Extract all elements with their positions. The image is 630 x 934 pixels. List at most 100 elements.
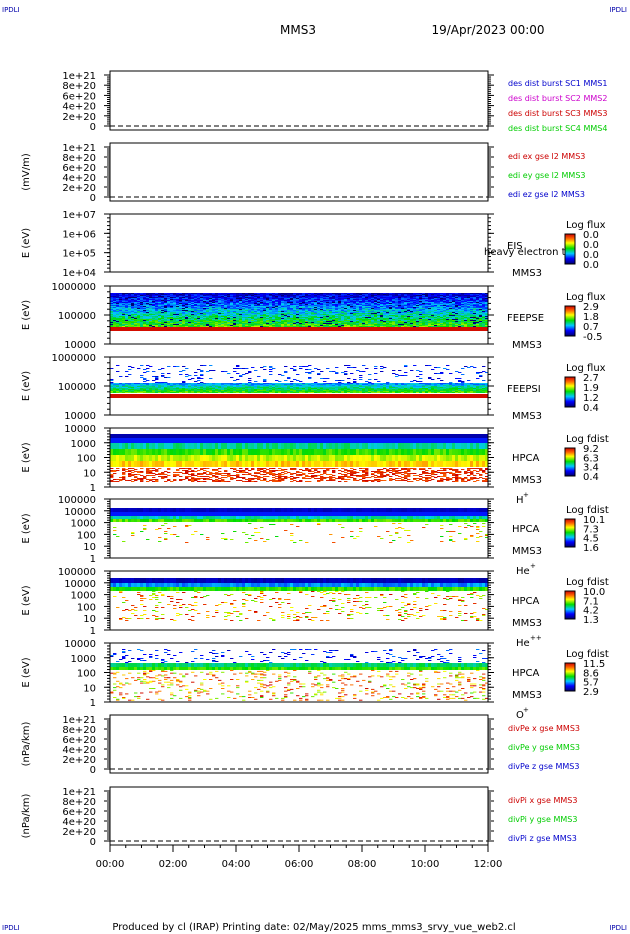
spectrogram-cell [410,321,414,322]
spectrogram-cell [134,327,138,331]
spectrogram-cell [161,373,165,374]
spectrogram-cell [149,307,153,308]
spectrogram-cell [122,309,126,310]
spectrogram-cell [164,322,168,323]
spectrogram-cell [167,296,171,297]
spectrogram-cell [458,309,462,310]
spectrogram-cell [179,384,183,385]
spectrogram-cell [332,305,336,306]
spectrogram-cell [197,315,201,316]
spectrogram-cell [152,316,156,317]
spectrogram-cell [155,303,159,304]
spectrogram-cell [137,301,141,302]
spectrogram-cell [110,323,114,324]
spectrogram-cell [413,305,417,306]
spectrogram-cell [257,316,261,317]
spectrogram-cell [401,313,405,314]
spectrogram-cell [260,320,264,321]
spectrogram-cell [230,314,234,315]
spectrogram-cell [140,317,144,318]
spectrogram-cell [404,314,408,315]
spectrogram-cell [134,297,138,298]
spectrogram-cell [245,307,249,308]
spectrogram-cell [236,317,240,318]
spectrogram-cell [158,300,162,301]
spectrogram-cell [314,301,318,302]
spectrogram-cell [305,296,309,297]
spectrogram-cell [461,307,465,308]
spectrogram-cell [308,303,312,304]
spectrogram-cell [263,298,267,299]
spectrogram-cell [446,311,450,312]
spectrogram-cell [461,301,465,302]
spectrogram-cell [290,326,294,327]
spectrogram-cell [233,327,237,331]
spectrogram-cell [332,308,336,309]
spectrogram-cell [401,303,405,304]
spectrogram-cell [164,318,168,319]
spectrogram-cell [278,325,282,326]
spectrogram-cell [347,295,351,296]
spectrogram-cell [326,302,330,303]
spectrogram-cell [188,295,192,296]
spectrogram-cell [467,319,471,320]
spectrogram-cell [305,300,309,301]
spectrogram-cell [443,294,447,295]
spectrogram-cell [317,304,321,305]
spectrogram-cell [236,299,240,300]
spectrogram-cell [473,320,477,321]
spectrogram-cell [236,320,240,321]
spectrogram-cell [239,325,243,326]
spectrogram-cell [461,308,465,309]
spectrogram-cell [392,313,396,314]
spectrogram-cell [446,308,450,309]
spectrogram-cell [440,327,444,331]
spectrogram-cell [383,298,387,299]
spectrogram-cell [482,318,486,319]
spectrogram-cell [146,300,150,301]
spectrogram-cell [389,294,393,295]
spectrogram-cell [359,299,363,300]
spectrogram-cell [284,321,288,322]
spectrogram-cell [122,303,126,304]
spacecraft-label: MMS3 [512,268,542,279]
spectrogram-cell [329,321,333,322]
spectrogram-cell [179,304,183,305]
spectrogram-cell [338,305,342,306]
spectrogram-cell [173,303,177,304]
spectrogram-cell [239,309,243,310]
spectrogram-cell [458,303,462,304]
spectrogram-cell [206,309,210,310]
spectrogram-cell [263,320,267,321]
spectrogram-cell [326,307,330,308]
spectrogram-cell [221,307,225,308]
spectrogram-cell [293,327,297,331]
spectrogram-cell [191,301,195,302]
spectrogram-cell [233,294,237,295]
spectrogram-cell [392,311,396,312]
spectrogram-cell [116,389,120,390]
spectrogram-cell [197,320,201,321]
spectrogram-cell [275,295,279,296]
spectrogram-cell [233,319,237,320]
spectrogram-cell [137,307,141,308]
spectrogram-cell [191,296,195,297]
spectrogram-cell [176,302,180,303]
spectrogram-cell [134,383,138,384]
spectrogram-cell [170,390,174,391]
spectrogram-cell [443,312,447,313]
spectrogram-cell [146,380,150,381]
spectrogram-cell [203,320,207,321]
spectrogram-cell [368,311,372,312]
spectrogram-cell [185,319,189,320]
spectrogram-cell [452,327,456,331]
spectrogram-cell [116,302,120,303]
spectrogram-cell [329,317,333,318]
spectrogram-cell [149,392,153,393]
spectrogram-cell [389,321,393,322]
spectrogram-cell [146,320,150,321]
spectrogram-cell [161,304,165,305]
spectrogram-cell [323,297,327,298]
spectrogram-cell [215,311,219,312]
spectrogram-cell [194,304,198,305]
